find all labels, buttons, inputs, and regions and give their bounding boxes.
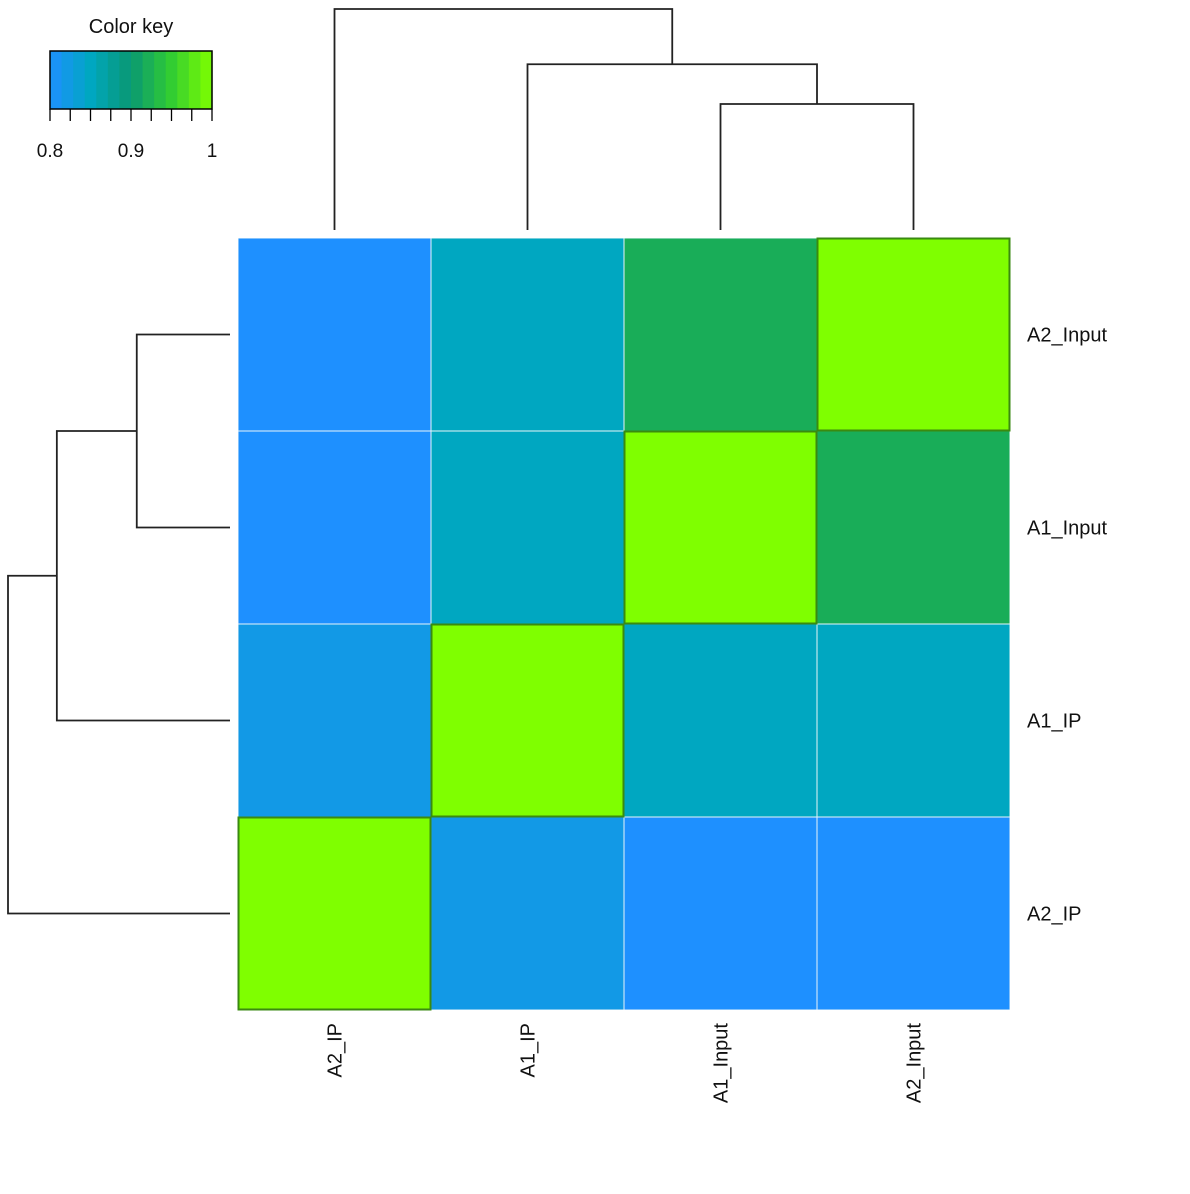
color-key-tick-label: 0.9 (118, 141, 144, 162)
heatmap-cell (238, 431, 431, 624)
heatmap-cell (817, 624, 1010, 817)
color-key-band (50, 51, 63, 109)
color-key-band (142, 51, 155, 109)
row-dendrogram-branch (55, 430, 230, 722)
color-key-band (200, 51, 213, 109)
row-label: A2_IP (1027, 904, 1081, 926)
color-key-title: Color key (89, 16, 173, 38)
color-key-band (73, 51, 86, 109)
heatmap-cell (431, 431, 624, 624)
color-key-band (84, 51, 97, 109)
color-key-band (177, 51, 190, 109)
color-key-band (107, 51, 121, 109)
color-key-band (96, 51, 109, 109)
color-key-band (154, 51, 167, 109)
heatmap-cell (237, 816, 432, 1011)
heatmap-cell (624, 817, 817, 1010)
row-dendrogram-branch (135, 333, 230, 529)
heatmap-cell (623, 430, 818, 625)
color-key-band (188, 51, 202, 109)
column-label: A2_Input (904, 1023, 926, 1104)
color-key-tick-label: 1 (207, 141, 218, 162)
row-label: A1_Input (1027, 518, 1108, 540)
heatmap-cell (624, 238, 817, 431)
color-key-band (165, 51, 178, 109)
row-dendrogram-branch (7, 574, 230, 915)
column-labels: A2_IP A1_IP A1_Input A2_Input (325, 1023, 926, 1104)
column-label: A2_IP (325, 1023, 347, 1077)
heatmap-cells (237, 237, 1011, 1011)
row-dendrogram (7, 333, 230, 915)
row-label: A2_Input (1027, 325, 1108, 347)
row-labels: A2_Input A1_Input A1_IP A2_IP (1027, 325, 1108, 926)
color-key-tick-label: 0.8 (37, 141, 63, 162)
heatmap-cell (817, 431, 1010, 624)
heatmap-cell (238, 624, 431, 817)
heatmap-cell (431, 817, 624, 1010)
color-key-band (61, 51, 74, 109)
heatmap-cell (430, 623, 625, 818)
heatmap-cell (431, 238, 624, 431)
column-label: A1_Input (711, 1023, 733, 1104)
heatmap-cell (238, 238, 431, 431)
column-label: A1_IP (518, 1023, 540, 1077)
color-key: Color key 0.8 0.9 1 (37, 16, 218, 162)
heatmap-cell (816, 237, 1011, 432)
column-dendrogram-branch (333, 8, 674, 230)
column-dendrogram (333, 8, 915, 230)
column-dendrogram-branch (719, 103, 915, 230)
heatmap-cell (624, 624, 817, 817)
color-key-band (119, 51, 132, 109)
row-label: A1_IP (1027, 711, 1081, 733)
color-key-band (131, 51, 144, 109)
column-dendrogram-branch (526, 63, 818, 230)
heatmap-cell (817, 817, 1010, 1010)
